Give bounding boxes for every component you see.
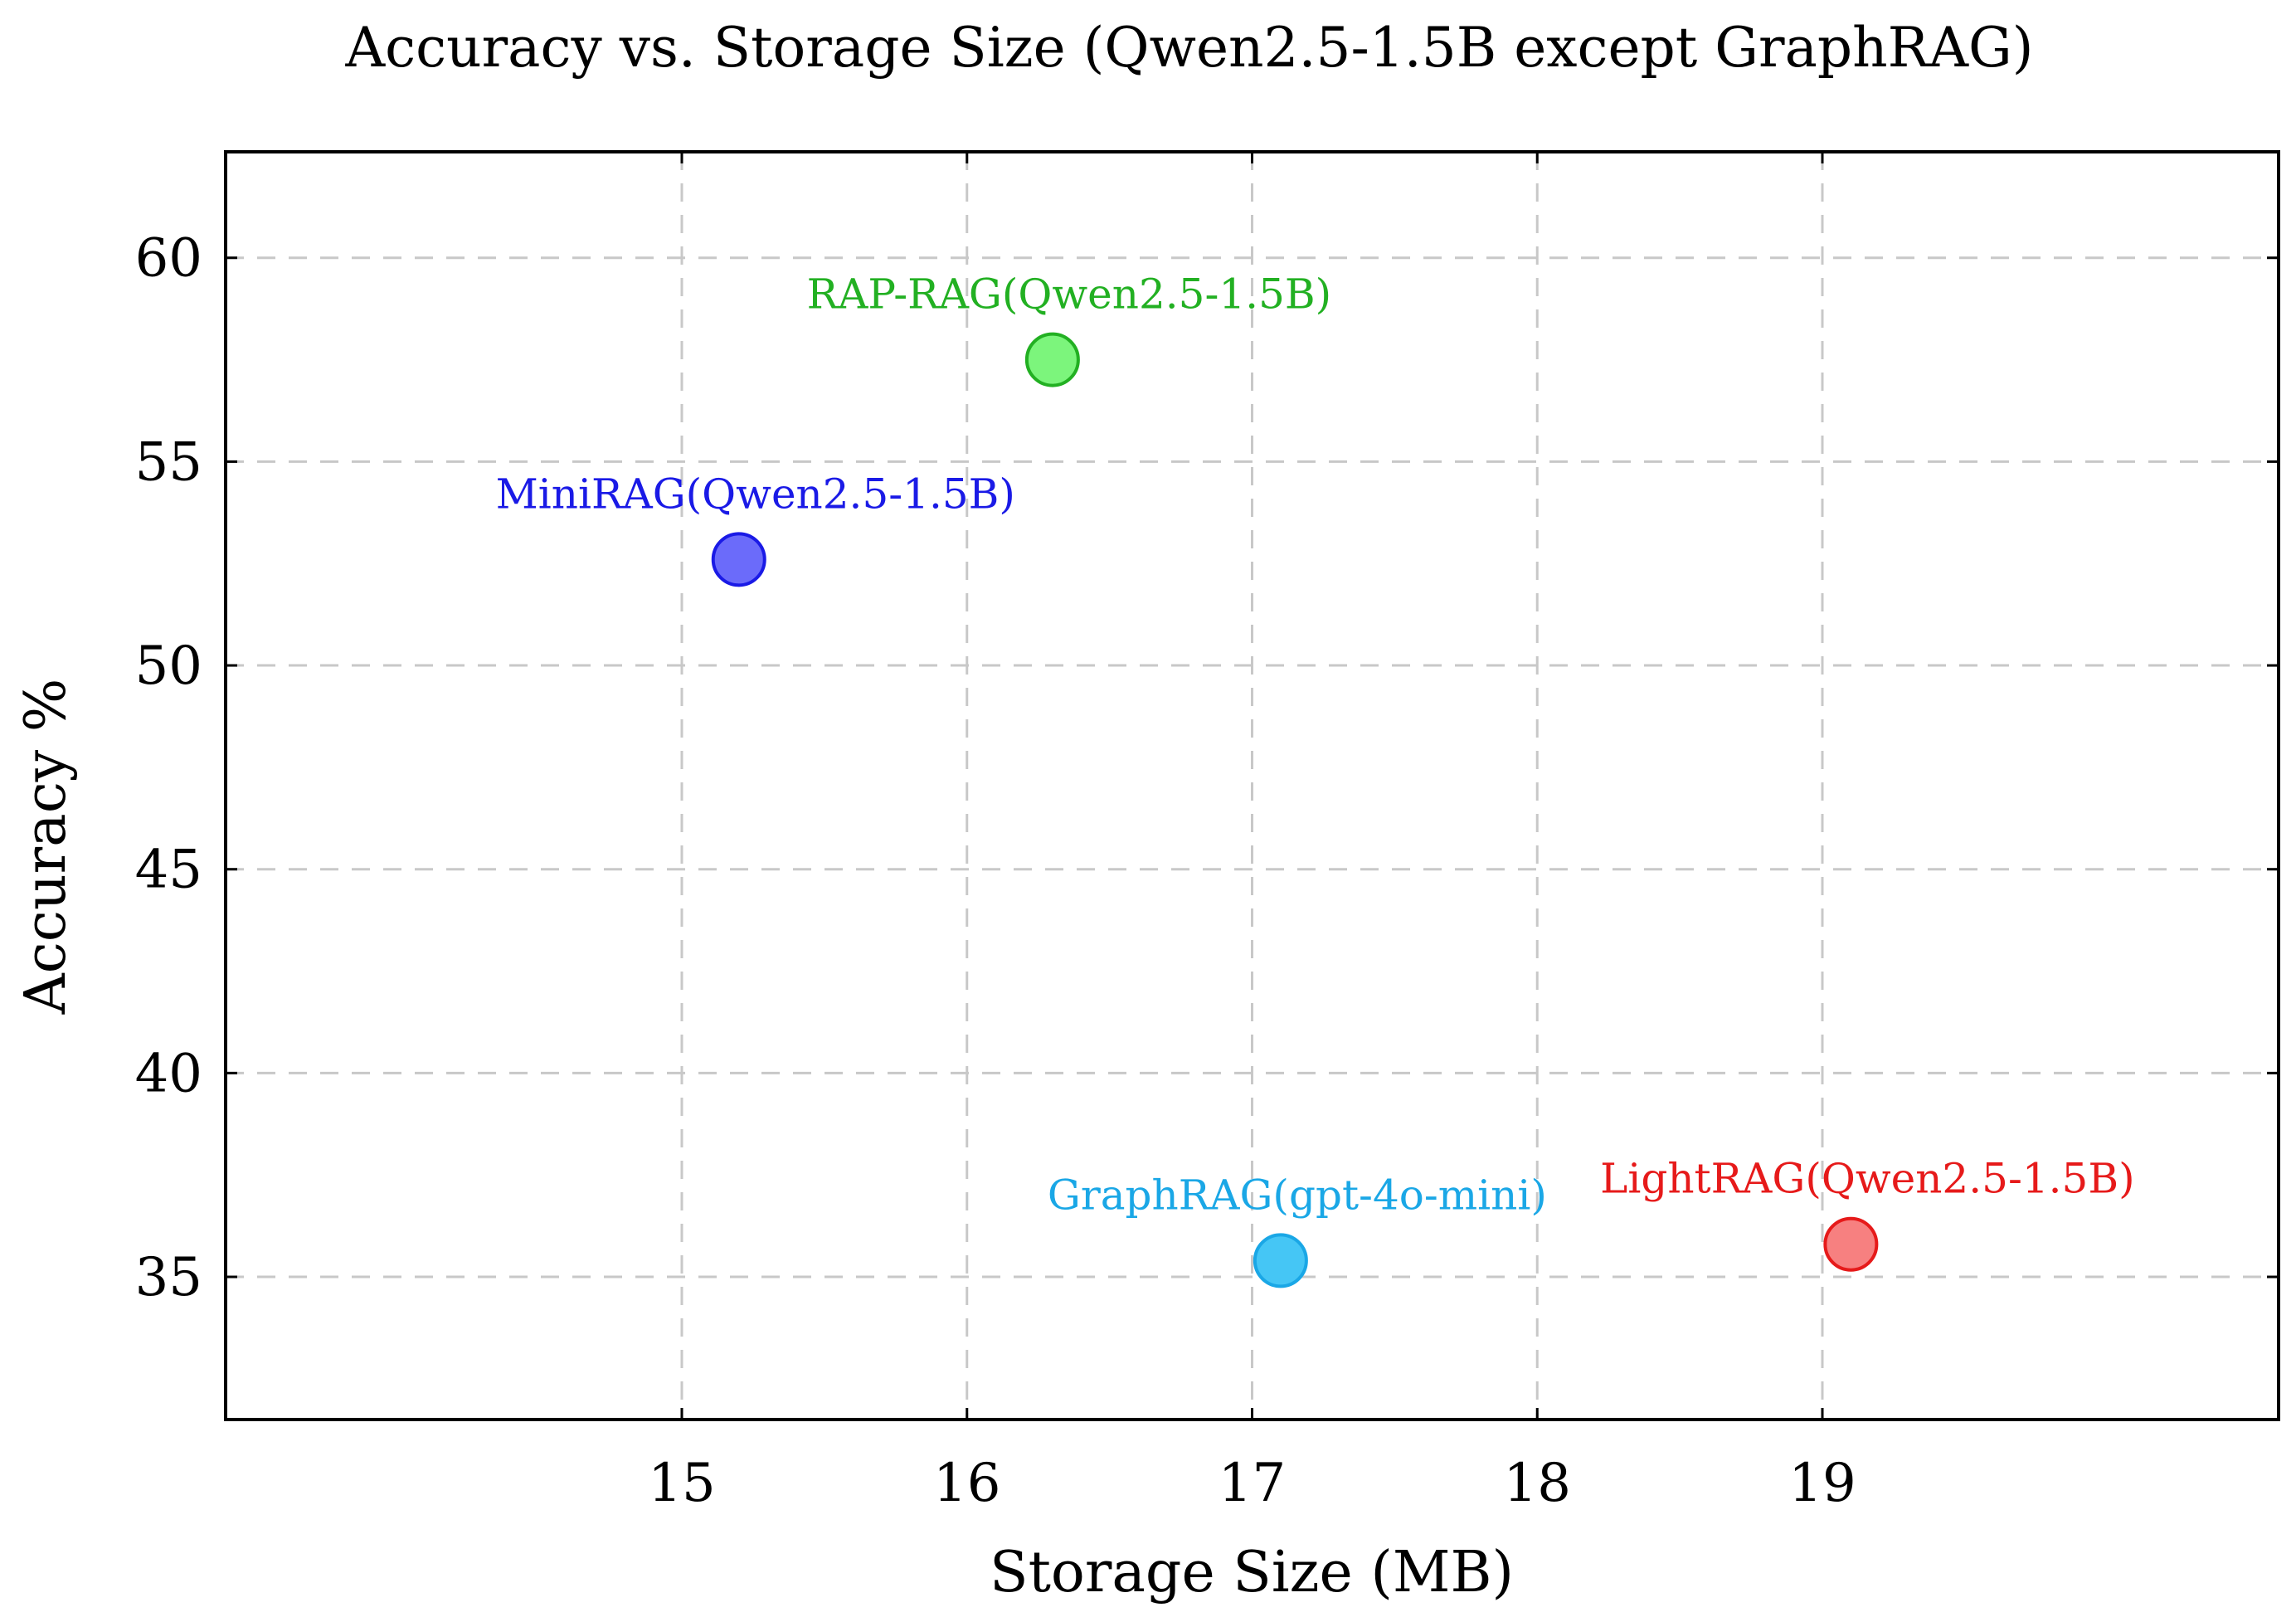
gridlines [226, 152, 2279, 1420]
chart-title: Accuracy vs. Storage Size (Qwen2.5-1.5B … [344, 16, 2033, 80]
x-tick-label: 16 [933, 1453, 1000, 1514]
data-points [711, 332, 1879, 1288]
x-tick-label: 15 [648, 1453, 715, 1514]
y-tick-label: 45 [135, 840, 202, 901]
data-point-label: MiniRAG(Qwen2.5-1.5B) [496, 470, 1015, 518]
data-point [1253, 1233, 1308, 1288]
y-tick-label: 35 [135, 1247, 202, 1308]
data-point [1823, 1216, 1879, 1272]
y-tick-label: 55 [135, 431, 202, 493]
x-tick-labels: 15 16 17 18 19 [648, 1453, 1856, 1514]
y-tick-label: 50 [135, 636, 202, 697]
x-axis-label: Storage Size (MB) [990, 1540, 1514, 1605]
data-point-label: GraphRAG(gpt-4o-mini) [1048, 1171, 1547, 1219]
x-tick-label: 18 [1504, 1453, 1571, 1514]
y-tick-label: 60 [135, 228, 202, 290]
y-tick-labels: 35 40 45 50 55 60 [135, 228, 202, 1308]
data-point [711, 532, 766, 587]
x-tick-label: 19 [1788, 1453, 1856, 1514]
data-point-labels: RAP-RAG(Qwen2.5-1.5B) MiniRAG(Qwen2.5-1.5… [496, 270, 2135, 1220]
x-tick-label: 17 [1219, 1453, 1286, 1514]
axis-ticks [226, 152, 2279, 1420]
y-axis-label: Accuracy % [13, 679, 79, 1015]
data-point-label: RAP-RAG(Qwen2.5-1.5B) [807, 270, 1332, 319]
data-point [1024, 332, 1080, 387]
y-tick-label: 40 [135, 1043, 202, 1104]
data-point-label: LightRAG(Qwen2.5-1.5B) [1600, 1155, 2134, 1203]
